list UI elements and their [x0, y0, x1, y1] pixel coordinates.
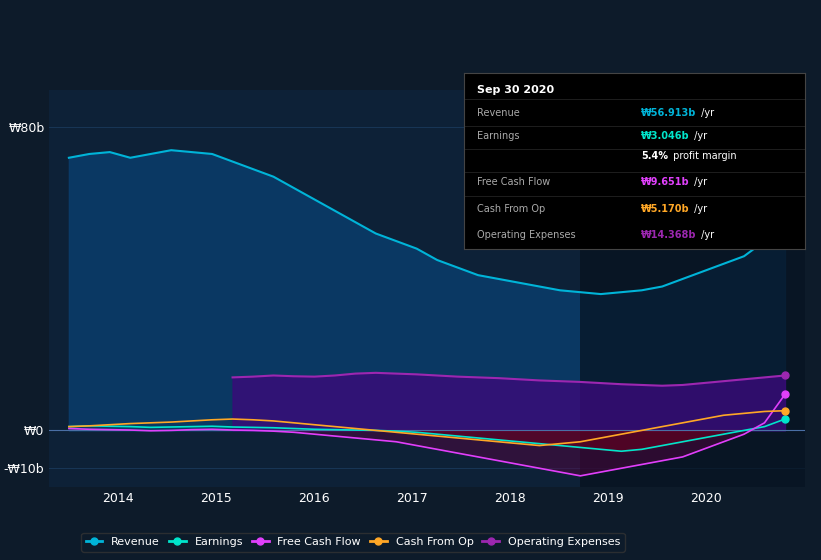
Text: ₩56.913b: ₩56.913b [641, 109, 696, 118]
Text: /yr: /yr [691, 177, 707, 187]
Text: Revenue: Revenue [478, 109, 521, 118]
Text: /yr: /yr [699, 109, 714, 118]
Text: 5.4%: 5.4% [641, 151, 668, 161]
Text: ₩14.368b: ₩14.368b [641, 230, 696, 240]
Text: /yr: /yr [691, 204, 707, 213]
Text: ₩9.651b: ₩9.651b [641, 177, 690, 187]
Text: profit margin: profit margin [670, 151, 736, 161]
Text: Operating Expenses: Operating Expenses [478, 230, 576, 240]
Text: /yr: /yr [699, 230, 714, 240]
Text: /yr: /yr [691, 131, 707, 141]
Text: Earnings: Earnings [478, 131, 520, 141]
Text: ₩5.170b: ₩5.170b [641, 204, 690, 213]
Text: ₩3.046b: ₩3.046b [641, 131, 690, 141]
Bar [580, 90, 821, 487]
Text: Cash From Op: Cash From Op [478, 204, 546, 213]
Text: Sep 30 2020: Sep 30 2020 [478, 85, 555, 95]
Text: Free Cash Flow: Free Cash Flow [478, 177, 551, 187]
Legend: Revenue, Earnings, Free Cash Flow, Cash From Op, Operating Expenses: Revenue, Earnings, Free Cash Flow, Cash … [81, 533, 625, 552]
